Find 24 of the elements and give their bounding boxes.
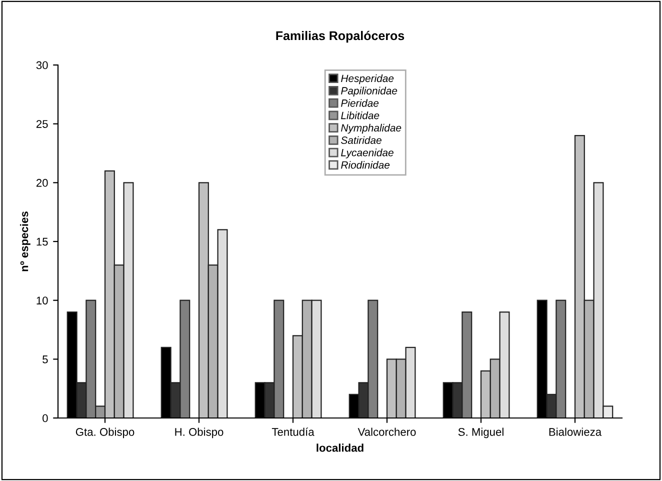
legend-label: Nymphalidae	[341, 124, 402, 134]
y-tick-label: 5	[42, 356, 48, 364]
y-axis-title: nº especies	[20, 212, 30, 272]
legend-label: Hesperidae	[341, 74, 394, 84]
y-tick-label: 0	[42, 414, 48, 422]
x-tick-label: Valcorchero	[358, 428, 416, 436]
x-tick-label: S. Miguel	[458, 428, 504, 438]
y-tick-label: 15	[36, 238, 48, 246]
y-tick-label: 30	[36, 61, 48, 70]
legend-label: Riodinidae	[341, 161, 390, 169]
legend-label: Pieridae	[341, 99, 379, 107]
x-tick-label: Bialowieza	[549, 428, 602, 436]
legend-label: Papilionidae	[341, 86, 398, 97]
legend-label: Lycaenidae	[341, 148, 394, 158]
x-axis-title: localidad	[316, 444, 364, 452]
chart-title: Familias Ropalóceros	[276, 30, 404, 43]
legend-label: Libitidae	[341, 112, 380, 120]
y-tick-label: 20	[36, 178, 48, 187]
x-tick-label: Tentudía	[272, 428, 314, 436]
y-tick-label: 10	[36, 296, 48, 304]
y-tick-label: 25	[36, 120, 48, 128]
x-tick-label: H. Obispo	[175, 428, 224, 438]
legend-label: Satiridae	[341, 136, 382, 144]
x-tick-label: Gta. Obispo	[76, 428, 134, 438]
